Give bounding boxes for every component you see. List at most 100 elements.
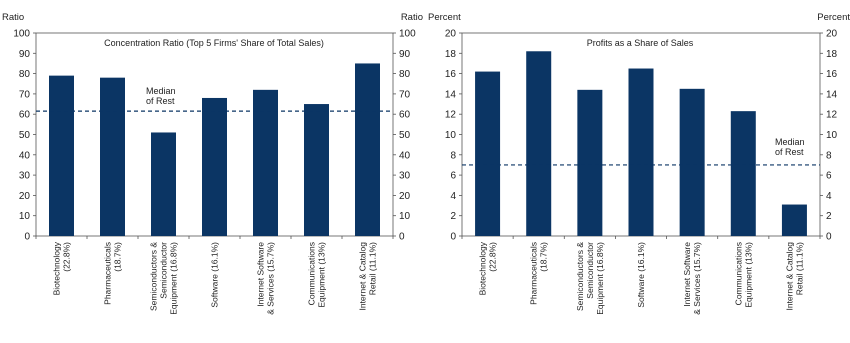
y-tick-label-left: 50 <box>19 130 31 141</box>
y-tick-label-right: 4 <box>826 191 832 202</box>
bar <box>730 111 756 236</box>
category-label-line: Software (16.1%) <box>636 242 646 308</box>
category-label: Internet Software& Services (15.7%) <box>682 242 702 315</box>
category-label-line: Pharmaceuticals <box>529 242 539 305</box>
y-tick-label-left: 0 <box>24 232 30 243</box>
category-label-line: Equipment (16.8%) <box>595 242 605 315</box>
chart-title: Profits as a Share of Sales <box>587 38 694 48</box>
y-tick-label-left: 18 <box>445 49 457 60</box>
y-tick-label-right: 0 <box>399 232 405 243</box>
y-tick-label-left: 6 <box>450 171 456 182</box>
y-tick-label-left: 20 <box>19 191 31 202</box>
y-tick-label-right: 6 <box>826 171 832 182</box>
category-label-line: Pharmaceuticals <box>103 242 113 305</box>
y-tick-label-left: 4 <box>450 191 456 202</box>
bar <box>679 88 705 236</box>
category-label: Internet & CatalogRetail (11.1%) <box>784 242 804 311</box>
category-label: Semiconductors &SemiconductorEquipment (… <box>575 242 605 315</box>
chart-panel-1: 0 0 10 10 20 20 30 30 40 40 50 50 60 60 70 70 80 80 90 90 10… <box>2 12 423 315</box>
y-tick-label-left: 40 <box>19 150 31 161</box>
category-label-line: Semiconductors & <box>575 242 585 311</box>
bar <box>526 51 552 236</box>
category-label-line: Internet Software <box>682 242 692 307</box>
category-label-line: Internet Software <box>256 242 266 307</box>
chart-title: Concentration Ratio (Top 5 Firms' Share … <box>104 38 324 48</box>
median-label-line: of Rest <box>146 96 175 106</box>
y-tick-label-left: 14 <box>445 89 457 100</box>
y-tick-label-right: 18 <box>826 49 838 60</box>
category-label-line: Retail (11.1%) <box>368 242 378 295</box>
category-label-line: Semiconductor <box>585 242 595 299</box>
y-tick-label-right: 12 <box>826 110 838 121</box>
y-tick-label-right: 70 <box>399 89 411 100</box>
y-tick-label-left: 0 <box>450 232 456 243</box>
category-label: CommunicationsEquipment (13%) <box>733 242 753 308</box>
category-label: Biotechnology(22.8%) <box>52 241 72 295</box>
category-label: CommunicationsEquipment (13%) <box>307 242 327 308</box>
y-tick-label-right: 14 <box>826 89 838 100</box>
category-label-line: Communications <box>733 242 743 305</box>
y-tick-label-left: 2 <box>450 211 456 222</box>
bar <box>781 204 807 236</box>
category-label-line: Biotechnology <box>52 241 62 295</box>
y-tick-label-left: 16 <box>445 69 457 80</box>
category-label-line: & Services (15.7%) <box>266 242 276 315</box>
y-tick-label-left: 80 <box>19 69 31 80</box>
category-label-line: Communications <box>307 242 317 305</box>
y-tick-label-left: 12 <box>445 110 457 121</box>
y-axis-unit-left: Ratio <box>2 12 24 23</box>
y-tick-label-right: 20 <box>826 29 838 40</box>
category-label: Internet & CatalogRetail (11.1%) <box>358 242 378 311</box>
median-label-line: Median <box>775 137 805 147</box>
category-label-line: (22.8%) <box>62 242 72 272</box>
y-axis-unit-left: Percent <box>428 12 461 23</box>
bar <box>475 71 501 236</box>
median-label-line: Median <box>146 86 176 96</box>
y-tick-label-right: 0 <box>826 232 832 243</box>
category-label-line: Semiconductor <box>159 242 169 299</box>
category-label: Software (16.1%) <box>210 242 220 308</box>
y-tick-label-right: 90 <box>399 49 411 60</box>
bar <box>304 104 329 236</box>
median-label-line: of Rest <box>775 147 804 157</box>
category-label: Pharmaceuticals(18.7%) <box>529 242 549 305</box>
y-tick-label-right: 100 <box>399 29 416 40</box>
y-tick-label-right: 10 <box>826 130 838 141</box>
category-label-line: & Services (15.7%) <box>692 242 702 315</box>
y-tick-label-right: 40 <box>399 150 411 161</box>
median-label: Median of Rest <box>146 86 176 106</box>
category-label-line: Retail (11.1%) <box>794 242 804 295</box>
category-label: Biotechnology(22.8%) <box>478 241 498 295</box>
y-tick-label-left: 100 <box>13 29 30 40</box>
y-tick-label-left: 8 <box>450 150 456 161</box>
median-label: Median of Rest <box>775 137 805 157</box>
y-tick-label-left: 60 <box>19 110 31 121</box>
y-tick-label-right: 10 <box>399 211 411 222</box>
category-label-line: (22.8%) <box>488 242 498 272</box>
y-tick-label-right: 50 <box>399 130 411 141</box>
y-tick-label-right: 30 <box>399 171 411 182</box>
bar <box>49 75 74 236</box>
category-label: Semiconductors &SemiconductorEquipment (… <box>149 242 179 315</box>
category-label-line: Semiconductors & <box>149 242 159 311</box>
category-label-line: (18.7%) <box>113 242 123 272</box>
y-tick-label-left: 90 <box>19 49 31 60</box>
category-label: Pharmaceuticals(18.7%) <box>103 242 123 305</box>
y-axis-unit-right: Ratio <box>401 12 423 23</box>
category-label-line: Equipment (16.8%) <box>169 242 179 315</box>
category-label-line: Internet & Catalog <box>358 242 368 311</box>
category-label-line: Equipment (13%) <box>317 242 327 308</box>
category-label: Internet Software& Services (15.7%) <box>256 242 276 315</box>
y-tick-label-right: 20 <box>399 191 411 202</box>
y-tick-label-left: 10 <box>445 130 457 141</box>
y-tick-label-right: 16 <box>826 69 838 80</box>
bar <box>355 63 380 237</box>
bar <box>628 68 654 237</box>
bar <box>253 89 278 236</box>
bar <box>577 89 603 236</box>
chart-panel-2: 0 0 2 2 4 4 6 6 8 8 10 10 12 12 14 14 16 16 18 18 20 20 Percen… <box>428 12 850 315</box>
bar <box>151 132 176 236</box>
y-tick-label-left: 10 <box>19 211 31 222</box>
bar <box>202 97 227 237</box>
